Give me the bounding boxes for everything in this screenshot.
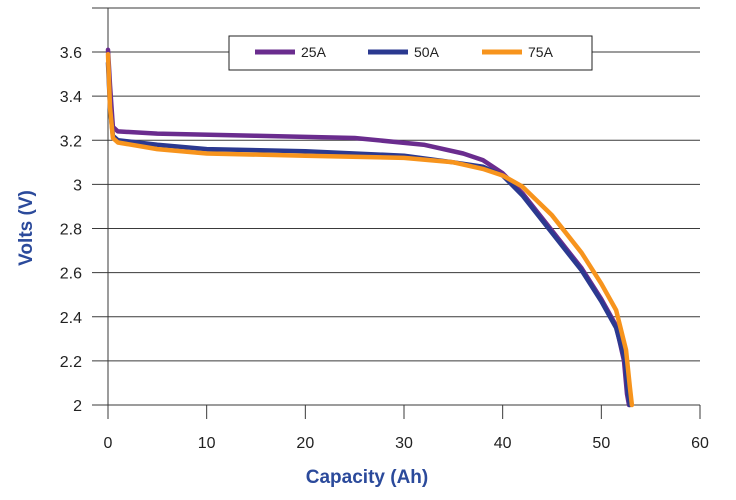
x-tick-label: 0 — [104, 435, 113, 452]
series-line-25A — [105, 47, 632, 408]
x-tick-label: 50 — [592, 435, 610, 452]
y-tick-label: 3 — [73, 177, 82, 194]
x-axis-title: Capacity (Ah) — [306, 467, 428, 488]
y-tick-label: 3.2 — [60, 133, 82, 150]
series-line-75A — [105, 51, 635, 408]
x-tick-label: 10 — [198, 435, 216, 452]
y-tick-label: 2.2 — [60, 354, 82, 371]
y-tick-label: 2 — [73, 398, 82, 415]
legend-label-50A: 50A — [414, 44, 440, 60]
legend: 25A 50A 75A — [228, 35, 593, 71]
x-tick-label: 20 — [296, 435, 314, 452]
legend-label-75A: 75A — [528, 44, 554, 60]
y-tick-label: 3.6 — [60, 45, 82, 62]
x-tick-label: 60 — [691, 435, 709, 452]
x-tick-label: 30 — [395, 435, 413, 452]
series-line-50A — [105, 60, 633, 408]
y-tick-label: 2.6 — [60, 266, 82, 283]
y-tick-label: 3.4 — [60, 89, 82, 106]
y-tick-label: 2.8 — [60, 222, 82, 239]
x-tick-label: 40 — [494, 435, 512, 452]
series-group — [105, 47, 635, 408]
y-tick-label: 2.4 — [60, 310, 82, 327]
legend-label-25A: 25A — [301, 44, 327, 60]
y-axis-title: Volts (V) — [16, 190, 37, 266]
axes: 2 2.2 2.4 2.6 2.8 3 3.2 3.4 3.6 0 10 20 30 40 50 60 — [60, 8, 709, 452]
